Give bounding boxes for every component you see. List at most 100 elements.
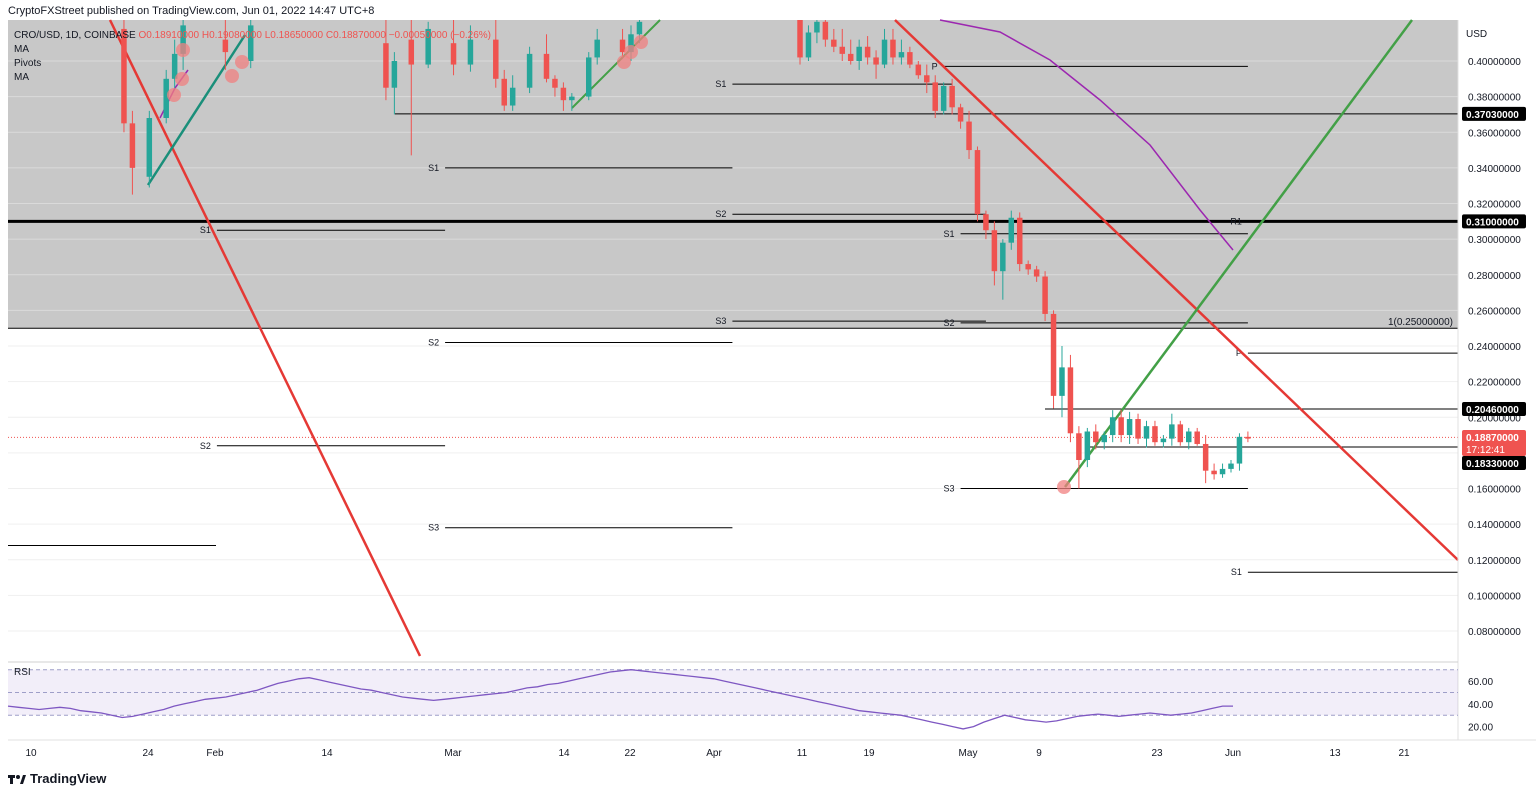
candle-body (467, 39, 474, 65)
candle-2 (146, 110, 153, 188)
candle-body (171, 53, 178, 79)
candle-52 (1008, 210, 1015, 250)
candle-body (594, 39, 600, 58)
candle-body (1236, 436, 1243, 464)
publisher-line: CryptoFXStreet published on TradingView.… (8, 5, 375, 17)
candle-body (974, 150, 981, 215)
candle-body (1016, 217, 1023, 265)
resistance-zone (8, 20, 1458, 329)
pivot-label-8: P (1236, 348, 1242, 358)
candle-body (966, 121, 972, 151)
candle-body (1033, 269, 1040, 277)
price-label-0: 0.37030000 (1462, 106, 1526, 121)
tradingview-icon (8, 774, 26, 784)
candle-body (1042, 276, 1048, 314)
candle-body (991, 230, 998, 272)
candle-80 (1245, 431, 1251, 443)
rsi-line (7, 669, 1233, 730)
price-label-text: 0.31000000 (1466, 217, 1519, 228)
indicator-ma-1[interactable]: MA (14, 44, 29, 55)
candle-body (847, 53, 854, 61)
rsi-label: RSI (14, 667, 31, 678)
candle-body (864, 46, 871, 58)
candle-12 (450, 20, 457, 76)
candle-body (814, 21, 820, 33)
candle-body (543, 53, 550, 79)
y-tick-label: 0.34000000 (1468, 164, 1521, 175)
candle-body (526, 53, 533, 88)
rsi-pane: RSI 60.00 40.00 20.00 (7, 661, 1493, 734)
pivot-label-5: S1 (944, 229, 955, 239)
pivot-label-0: P (932, 61, 938, 71)
candle-16 (509, 75, 516, 111)
y-tick-label: 0.22000000 (1468, 378, 1521, 389)
candle-27 (797, 20, 803, 65)
footer-logo[interactable]: TradingView (30, 771, 107, 786)
candle-body (450, 43, 457, 65)
candle-69 (1152, 420, 1158, 446)
candle-74 (1194, 427, 1200, 446)
indicator-ma-2[interactable]: MA (14, 72, 29, 83)
y-tick-label: 0.32000000 (1468, 200, 1521, 211)
touch-marker-5 (617, 55, 631, 69)
candle-body (408, 39, 415, 65)
touch-marker-7 (634, 35, 648, 49)
candle-body (1245, 436, 1251, 439)
x-tick-label: 10 (25, 748, 37, 759)
candle-body (129, 123, 136, 168)
pivot-label-4: R1 (1230, 216, 1242, 226)
candle-36 (873, 50, 879, 79)
candle-body (907, 52, 913, 65)
candle-body (1194, 431, 1200, 444)
candle-14 (493, 20, 499, 88)
price-label-text: 0.18870000 (1466, 433, 1519, 444)
price-label-text: 0.20460000 (1466, 405, 1519, 416)
candle-49 (983, 210, 989, 240)
candle-body (425, 28, 431, 65)
candle-body (383, 43, 389, 88)
pivot-label-12: S3 (428, 523, 439, 533)
y-tick-label: 0.14000000 (1468, 520, 1521, 531)
price-label-bg (1462, 402, 1526, 417)
candle-78 (1228, 460, 1234, 473)
candle-body (121, 28, 127, 124)
candle-1 (129, 110, 136, 195)
candle-70 (1160, 435, 1167, 448)
chart-legend: CRO/USD, 1D, COINBASE O0.18910000 H0.190… (14, 29, 491, 85)
x-tick-label: 11 (797, 748, 808, 759)
y-tick-label: 0.38000000 (1468, 93, 1521, 104)
touch-markers (167, 35, 1071, 494)
candle-body (619, 39, 626, 53)
candle-22 (586, 52, 592, 101)
symbol-label: CRO/USD, 1D, COINBASE (14, 30, 136, 41)
pivot-label-3: S3 (715, 316, 726, 326)
candle-body (1126, 419, 1133, 436)
candle-body (1109, 417, 1116, 436)
candle-body (493, 39, 499, 79)
candle-body (1135, 419, 1141, 439)
zone-rect (8, 20, 1458, 329)
y-tick-label: 0.16000000 (1468, 485, 1521, 496)
candle-45 (949, 78, 955, 115)
indicator-pivots[interactable]: Pivots (14, 58, 42, 69)
candle-body (560, 87, 567, 101)
candle-9 (391, 52, 398, 115)
candle-body (822, 21, 829, 40)
candle-37 (881, 28, 888, 69)
candle-body (1143, 426, 1150, 439)
x-tick-label: 9 (1036, 748, 1042, 759)
candle-body (940, 85, 947, 111)
candle-3 (163, 69, 169, 124)
candle-body (890, 39, 896, 58)
candle-30 (822, 20, 829, 47)
candle-body (146, 118, 153, 177)
ohlc-values: O0.18910000 H0.19080000 L0.18650000 C0.1… (138, 30, 492, 41)
candle-72 (1177, 420, 1184, 446)
pivot-label-14: S2 (200, 441, 211, 451)
x-tick-label: 24 (142, 748, 154, 759)
candle-29 (814, 20, 820, 44)
candle-body (1025, 264, 1031, 270)
rsi-tick-label: 40.00 (1468, 700, 1493, 711)
x-tick-label: Apr (706, 748, 722, 759)
